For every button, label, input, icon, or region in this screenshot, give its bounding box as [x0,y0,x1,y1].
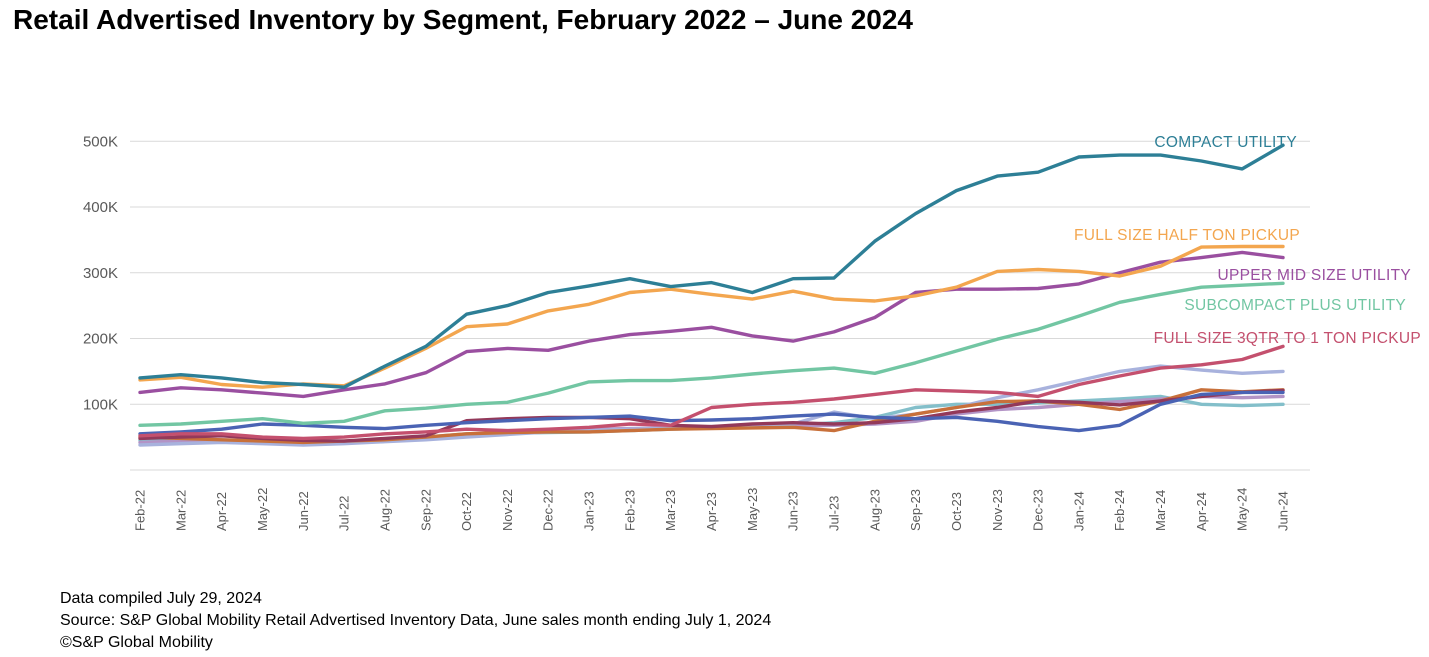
footer-compiled-date: Data compiled July 29, 2024 [60,590,262,607]
line-chart: 100K 200K 300K 400K 500K Feb-22 Mar-22 Apr-22 Ma… [83,133,1421,531]
chart-title: Retail Advertised Inventory by Segment, … [13,4,913,35]
series-label-full-size-half-ton-pickup: FULL SIZE HALF TON PICKUP [1074,227,1300,244]
series-line-full-size-3qtr-to-1-ton-pickup [138,344,1285,441]
y-tick-label: 500K [83,133,118,150]
x-tick-label: Apr-22 [214,492,229,531]
footer-copyright: ©S&P Global Mobility [60,634,213,651]
x-tick-label: Feb-24 [1112,490,1127,531]
chart-footer: Data compiled July 29, 2024 Source: S&P … [60,588,771,654]
series-line-upper-mid-size-utility [138,250,1285,399]
x-tick-label: Jun-23 [786,491,801,531]
footer-source: Source: S&P Global Mobility Retail Adver… [60,612,772,629]
y-tick-label: 300K [83,265,118,282]
y-tick-label: 200K [83,331,118,348]
x-tick-label: Oct-22 [459,492,474,531]
series-line-unlabeled [138,390,1285,436]
series-label-compact-utility: COMPACT UTILITY [1154,134,1297,151]
x-tick-label: Sep-22 [418,489,433,531]
x-tick-label: Nov-23 [990,489,1005,531]
series-label-upper-mid-size-utility: UPPER MID SIZE UTILITY [1218,267,1412,284]
x-tick-label: Feb-22 [133,490,148,531]
series-line-full-size-half-ton-pickup [138,244,1285,389]
x-tick-label: Mar-23 [663,490,678,531]
x-tick-label: Jan-24 [1071,491,1086,531]
x-tick-label: Dec-23 [1031,489,1046,531]
x-tick-label: Jul-22 [337,496,352,531]
series-line-unlabeled [138,388,1285,443]
x-tick-label: May-23 [745,488,760,531]
x-tick-label: May-22 [255,488,270,531]
x-tick-label: Jul-23 [826,496,841,531]
series-line-compact-utility [138,143,1285,389]
x-tick-label: Jun-24 [1276,491,1291,531]
x-tick-label: Nov-22 [500,489,515,531]
x-tick-label: Apr-23 [704,492,719,531]
x-tick-label: Dec-22 [541,489,556,531]
series-line-subcompact-plus-utility [138,281,1285,427]
x-tick-label: Sep-23 [908,489,923,531]
series-label-subcompact-plus-utility: SUBCOMPACT PLUS UTILITY [1184,297,1406,314]
y-tick-label: 100K [83,396,118,413]
series-line-unlabeled [138,388,1285,445]
x-tick-label: Mar-24 [1153,490,1168,531]
x-tick-label: Oct-23 [949,492,964,531]
x-tick-label: Aug-23 [867,489,882,531]
x-tick-label: Apr-24 [1194,492,1209,531]
x-tick-label: Aug-22 [377,489,392,531]
x-tick-label: Feb-23 [622,490,637,531]
x-tick-label: May-24 [1235,488,1250,531]
series-label-full-size-3qtr-to-1-ton-pickup: FULL SIZE 3QTR TO 1 TON PICKUP [1154,330,1421,347]
x-tick-label: Jan-23 [582,491,597,531]
x-tick-label: Jun-22 [296,491,311,531]
y-tick-label: 400K [83,199,118,216]
x-tick-label: Mar-22 [173,490,188,531]
